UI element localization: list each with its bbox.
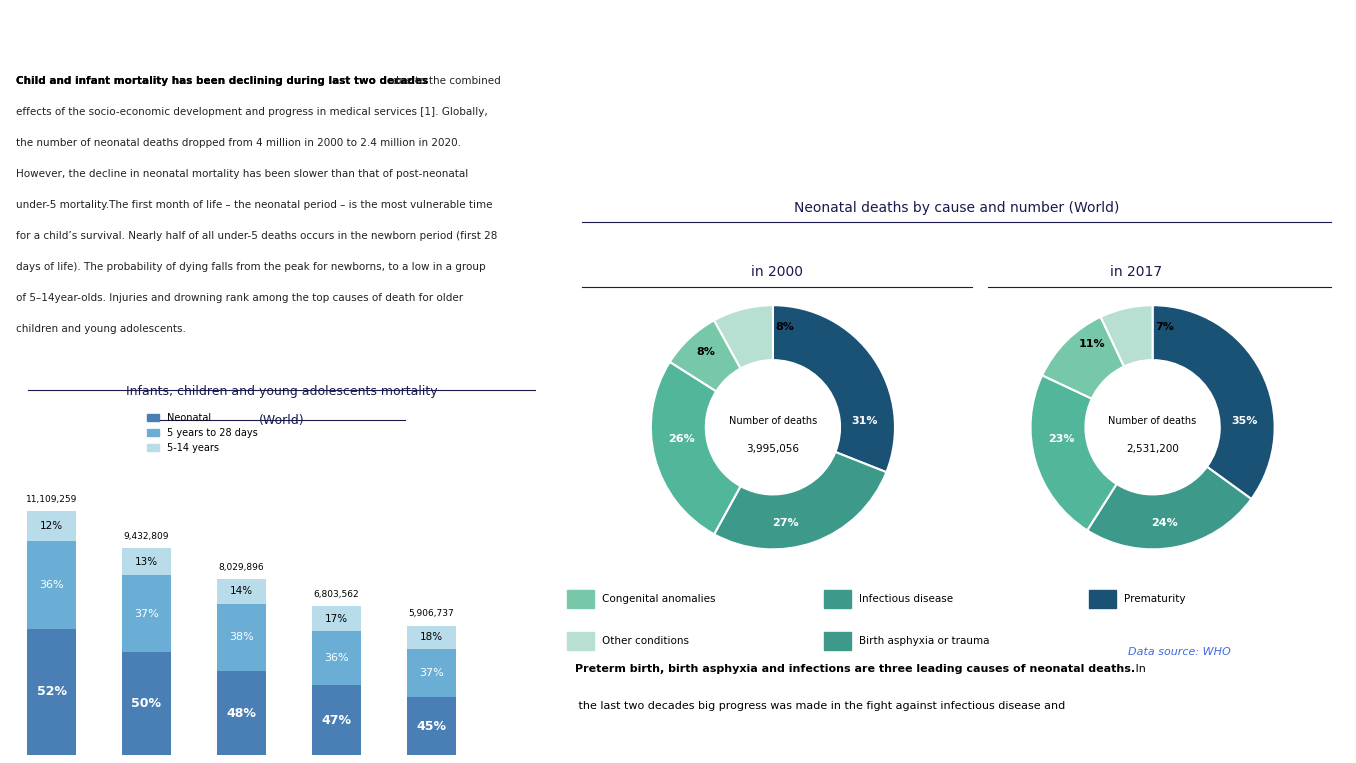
Text: 8%: 8% (776, 322, 795, 332)
Bar (217, 579, 266, 604)
Text: 14%: 14% (229, 587, 254, 597)
Bar (217, 604, 266, 671)
Text: children and young adolescents.: children and young adolescents. (16, 324, 186, 334)
Text: due to the combined: due to the combined (389, 76, 500, 86)
Text: Infants, children and young adolescents mortality: Infants, children and young adolescents … (126, 385, 437, 398)
Text: young adolescents, and neonatal deaths structure by cause can help: young adolescents, and neonatal deaths s… (583, 127, 1044, 140)
Bar (217, 671, 266, 755)
Text: 9,432,809: 9,432,809 (123, 532, 170, 541)
Bar (312, 685, 361, 755)
Bar (407, 649, 456, 697)
Text: 47%: 47% (321, 714, 351, 727)
Text: However, the decline in neonatal mortality has been slower than that of post-neo: However, the decline in neonatal mortali… (16, 169, 469, 179)
Text: days of life). The probability of dying falls from the peak for newborns, to a l: days of life). The probability of dying … (16, 262, 485, 272)
Bar (27, 541, 76, 629)
Bar (27, 511, 76, 541)
Text: Neonatal deaths by cause and number (World): Neonatal deaths by cause and number (Wor… (795, 201, 1119, 215)
Text: 52%: 52% (37, 685, 66, 698)
Text: 37%: 37% (134, 609, 159, 619)
Text: 36%: 36% (324, 653, 348, 663)
Text: Infectious disease: Infectious disease (860, 594, 953, 604)
Bar (567, 590, 594, 608)
Text: 36%: 36% (39, 580, 64, 590)
Text: under-5 mortality.The first month of life – the neonatal period – is the most vu: under-5 mortality.The first month of lif… (16, 201, 492, 211)
Text: the number of neonatal deaths dropped from 4 million in 2000 to 2.4 million in 2: the number of neonatal deaths dropped fr… (16, 138, 461, 148)
Wedge shape (651, 362, 740, 534)
Bar (312, 632, 361, 685)
Wedge shape (1153, 305, 1275, 499)
Text: 26%: 26% (669, 434, 694, 445)
Bar (407, 626, 456, 649)
Text: Number of deaths: Number of deaths (1108, 416, 1197, 427)
Bar (824, 632, 852, 650)
Text: Congenital anomalies: Congenital anomalies (602, 594, 716, 604)
Text: Child and infant mortality has been declining during last two decades: Child and infant mortality has been decl… (16, 76, 428, 86)
Text: 18%: 18% (419, 633, 443, 642)
Text: effects of the socio-economic development and progress in medical services [1]. : effects of the socio-economic developmen… (16, 108, 488, 118)
Text: in 2017: in 2017 (1111, 266, 1162, 279)
Bar (122, 549, 171, 575)
Wedge shape (1043, 317, 1124, 399)
Text: 5,906,737: 5,906,737 (408, 610, 454, 618)
Text: 23%: 23% (1048, 434, 1074, 445)
Bar (27, 629, 76, 755)
Wedge shape (1088, 467, 1252, 549)
Text: 27%: 27% (772, 517, 799, 527)
Text: Prematurity: Prematurity (1124, 594, 1185, 604)
Text: Other conditions: Other conditions (602, 636, 689, 646)
Text: 13%: 13% (134, 557, 159, 567)
Text: Preterm birth, birth asphyxia and infections are three leading causes of neonata: Preterm birth, birth asphyxia and infect… (575, 664, 1135, 674)
Text: 11%: 11% (1078, 340, 1105, 349)
Wedge shape (670, 320, 740, 391)
Wedge shape (773, 305, 895, 472)
Text: In: In (1132, 664, 1146, 674)
Legend: Neonatal, 5 years to 28 days, 5-14 years: Neonatal, 5 years to 28 days, 5-14 years (144, 409, 262, 456)
Text: 8%: 8% (697, 346, 715, 356)
Text: of 5–14year-olds. Injuries and drowning rank among the top causes of death for o: of 5–14year-olds. Injuries and drowning … (16, 294, 464, 304)
Text: 24%: 24% (1151, 517, 1178, 527)
Text: 3,995,056: 3,995,056 (746, 444, 800, 454)
Bar (407, 697, 456, 755)
Text: in 2000: in 2000 (751, 266, 803, 279)
Text: 37%: 37% (419, 668, 443, 678)
Wedge shape (1031, 375, 1116, 530)
Wedge shape (715, 305, 773, 369)
Text: 45%: 45% (416, 720, 446, 732)
Bar (312, 606, 361, 632)
Text: the last two decades big progress was made in the fight against infectious disea: the last two decades big progress was ma… (575, 700, 1064, 711)
Text: Birth asphyxia or trauma: Birth asphyxia or trauma (860, 636, 990, 646)
Text: 17%: 17% (324, 613, 348, 624)
Bar (824, 590, 852, 608)
Text: 7%: 7% (1155, 322, 1174, 332)
Text: 11,109,259: 11,109,259 (26, 495, 77, 504)
Bar (567, 632, 594, 650)
Text: Child and infant mortality has been declining during last two decades: Child and infant mortality has been decl… (16, 76, 428, 86)
Text: Exploring age distribution of all-cause mortality among children and: Exploring age distribution of all-cause … (583, 85, 1039, 98)
Bar (122, 652, 171, 755)
Text: 12%: 12% (39, 521, 64, 531)
Text: for a child’s survival. Nearly half of all under-5 deaths occurs in the newborn : for a child’s survival. Nearly half of a… (16, 231, 498, 241)
Text: (World): (World) (259, 414, 304, 427)
Text: 6,803,562: 6,803,562 (313, 590, 359, 599)
Text: 2,531,200: 2,531,200 (1127, 444, 1178, 454)
Text: Understanding neonatal mortality: Understanding neonatal mortality (14, 16, 598, 45)
Text: 35%: 35% (1231, 416, 1257, 427)
Bar (122, 575, 171, 652)
Text: 31%: 31% (852, 416, 877, 427)
Text: shed light on real reasons behind numbers: shed light on real reasons behind number… (583, 168, 869, 181)
Text: 48%: 48% (226, 707, 256, 720)
Bar (1089, 590, 1116, 608)
Wedge shape (1101, 305, 1153, 366)
Text: 50%: 50% (132, 697, 161, 710)
Text: 38%: 38% (229, 633, 254, 642)
Wedge shape (715, 452, 887, 549)
Text: Data source: WHO: Data source: WHO (1128, 647, 1231, 657)
Text: 8,029,896: 8,029,896 (218, 562, 264, 571)
Text: Number of deaths: Number of deaths (728, 416, 818, 427)
